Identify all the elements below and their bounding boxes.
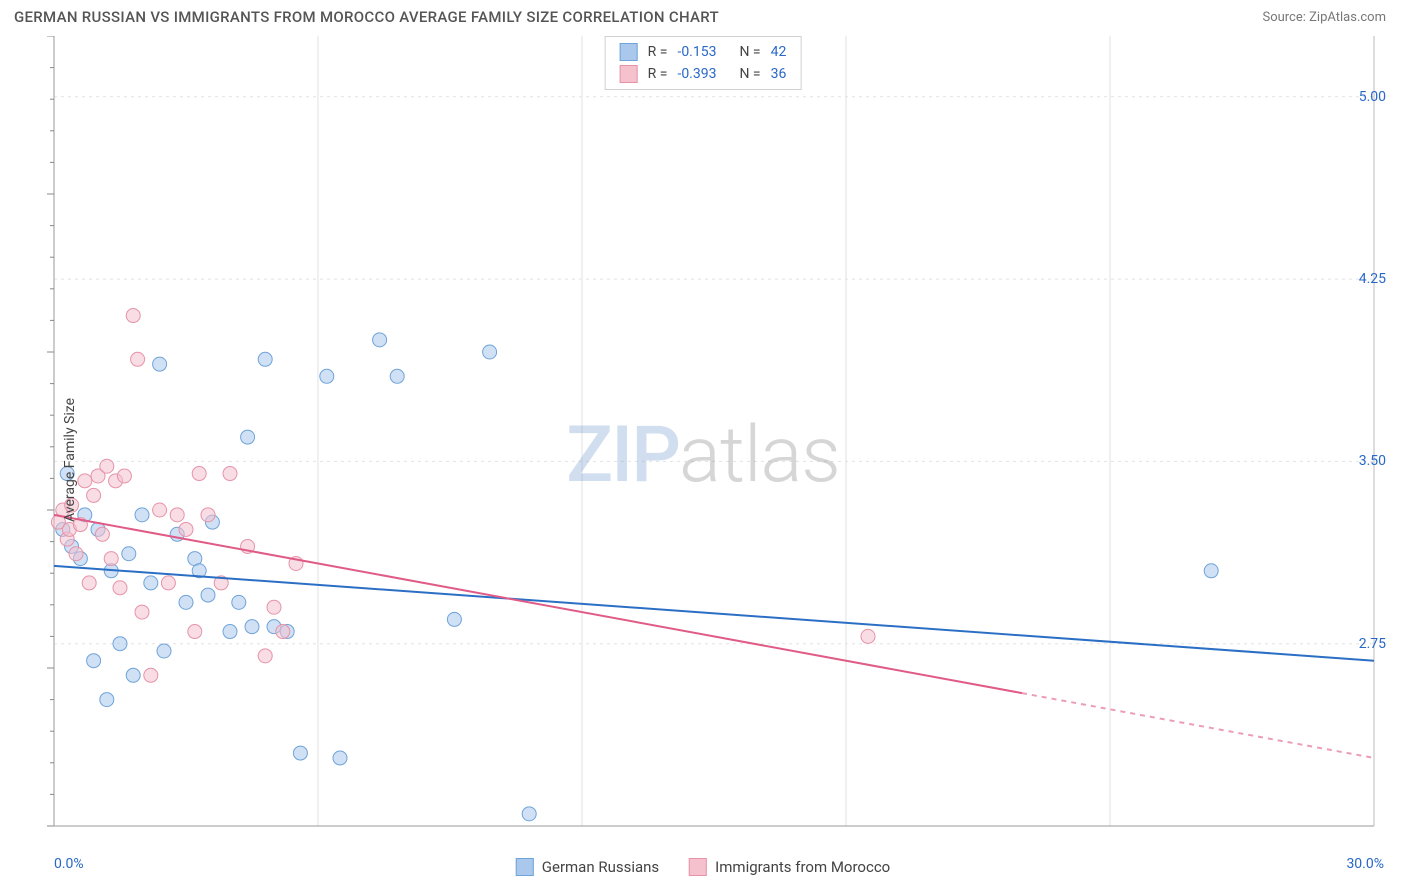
legend-n-label: N = [739,66,760,82]
legend-series-label: German Russians [542,858,659,876]
y-tick-label: 3.50 [1359,453,1386,469]
legend-correlation-row: R = -0.153 N = 42 [620,41,787,63]
y-tick-label: 2.75 [1359,636,1386,652]
y-tick-label: 4.25 [1359,271,1386,287]
legend-swatch [620,65,638,83]
legend-r-value: -0.153 [677,44,729,60]
legend-correlation-row: R = -0.393 N = 36 [620,63,787,85]
legend-series-item: Immigrants from Morocco [689,858,890,876]
legend-r-label: R = [648,66,668,82]
y-tick-label: 5.00 [1359,89,1386,105]
legend-swatch [620,43,638,61]
legend-n-value: 36 [771,66,787,82]
x-axis-min-label: 0.0% [54,856,84,872]
chart-title: GERMAN RUSSIAN VS IMMIGRANTS FROM MOROCC… [14,8,719,26]
legend-n-value: 42 [771,44,787,60]
legend-n-label: N = [739,44,760,60]
legend-swatch [516,858,534,876]
series-legend: German Russians Immigrants from Morocco [516,858,890,876]
legend-swatch [689,858,707,876]
y-axis-label: Average Family Size [62,398,78,522]
legend-r-value: -0.393 [677,66,729,82]
source-label: Source: ZipAtlas.com [1262,10,1386,25]
scatter-plot-svg [14,36,1392,884]
chart-header: GERMAN RUSSIAN VS IMMIGRANTS FROM MOROCC… [0,0,1406,30]
legend-series-item: German Russians [516,858,659,876]
legend-series-label: Immigrants from Morocco [715,858,890,876]
legend-r-label: R = [648,44,668,60]
chart-area: Average Family Size ZIPatlas R = -0.153 … [14,36,1392,884]
correlation-legend: R = -0.153 N = 42 R = -0.393 N = 36 [605,36,802,90]
x-axis-max-label: 30.0% [1346,856,1384,872]
